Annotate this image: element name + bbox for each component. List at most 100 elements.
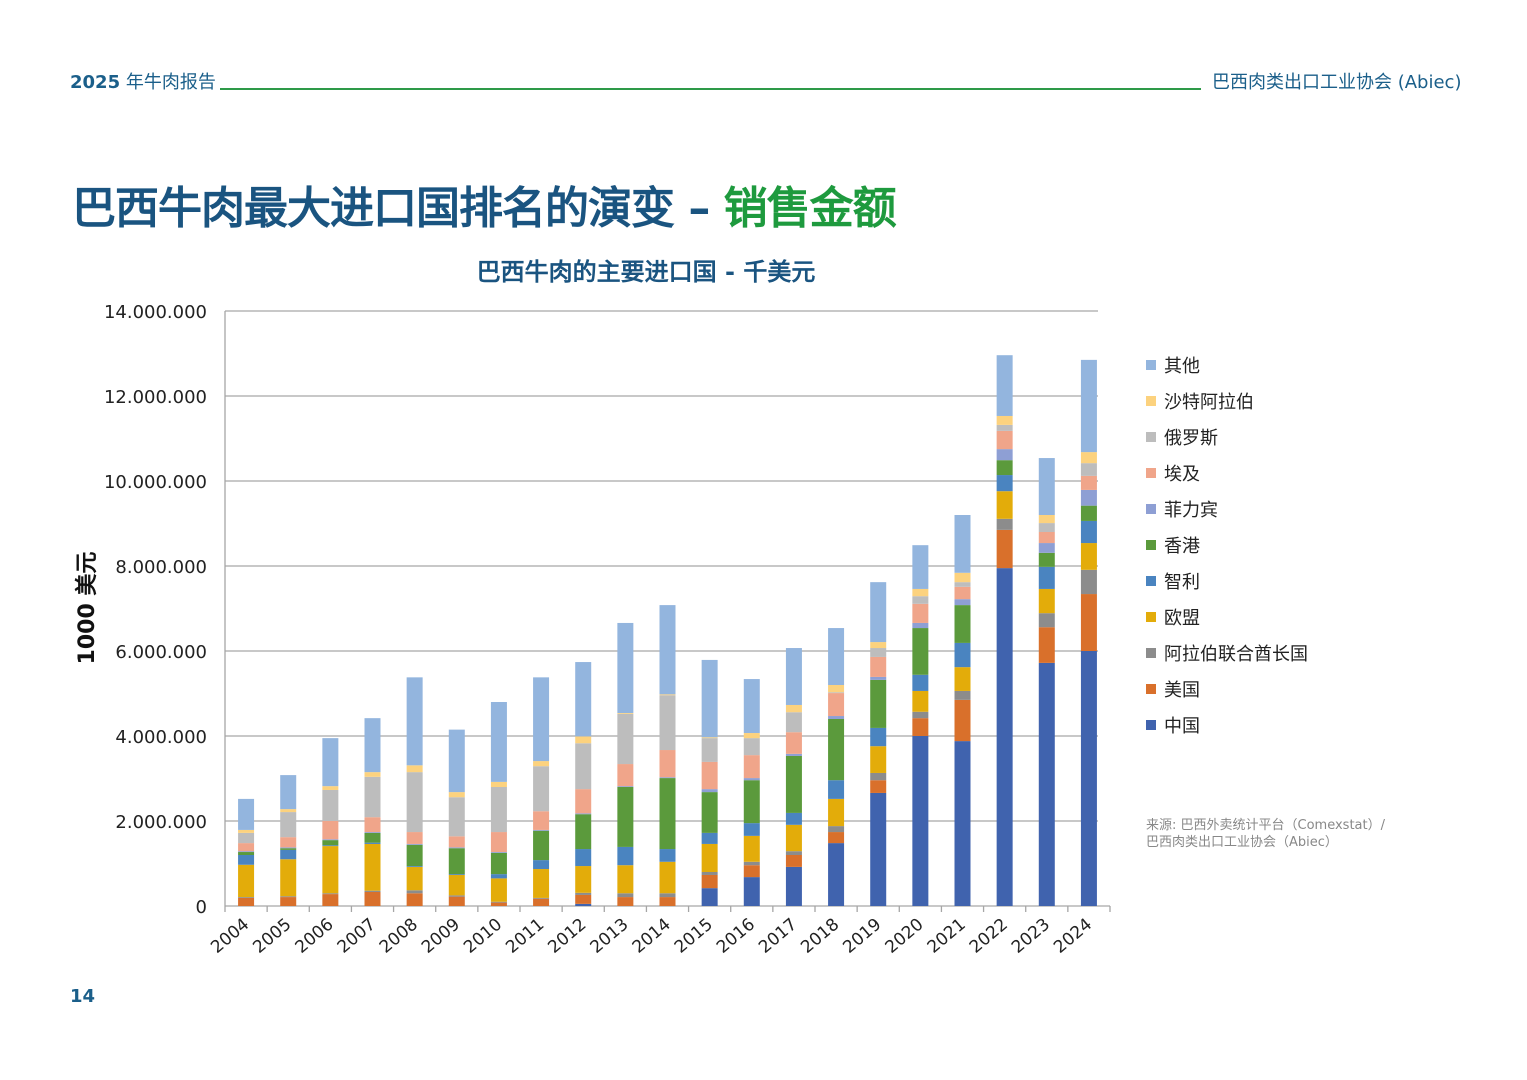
report-header: 2025 年牛肉报告 (70, 68, 216, 94)
y-tick-label: 12.000.000 (104, 387, 207, 408)
y-tick-label: 6.000.000 (115, 642, 207, 663)
bar-segment (280, 812, 297, 838)
bar-segment (1038, 515, 1055, 524)
x-tick-label: 2014 (629, 915, 675, 958)
legend-item: 美国 (1146, 679, 1200, 701)
bar-segment (828, 843, 845, 906)
bar-segment (617, 897, 634, 906)
bar-segment (828, 685, 845, 693)
bar-segment (617, 713, 634, 714)
bar-segment (533, 677, 550, 762)
bar-segment (1080, 489, 1097, 506)
bar-segment (617, 787, 634, 847)
bar-segment (617, 865, 634, 894)
bar-segment (280, 896, 297, 898)
bar-segment (743, 778, 760, 781)
bar-segment (490, 852, 507, 875)
bar-segment (785, 704, 802, 713)
bar-segment (364, 891, 381, 906)
bar-segment (1080, 505, 1097, 521)
bar-segment (406, 890, 423, 894)
bar-segment (785, 753, 802, 756)
bar-segment (617, 786, 634, 787)
bar-segment (575, 814, 592, 850)
bar-segment (575, 662, 592, 737)
x-tick-label: 2022 (966, 915, 1012, 958)
bar-segment (954, 667, 971, 691)
bar-segment (448, 847, 465, 849)
x-tick-label: 2010 (460, 915, 506, 958)
bar-segment (659, 849, 676, 862)
bar-segment (996, 491, 1013, 519)
bar-segment (575, 892, 592, 895)
y-tick-label: 8.000.000 (115, 557, 207, 578)
bar-segment (533, 766, 550, 812)
bar-segment (448, 836, 465, 848)
y-tick-label: 4.000.000 (115, 727, 207, 748)
bar-segment (238, 843, 255, 852)
bar-segment (364, 890, 381, 892)
bar-segment (785, 855, 802, 867)
bar-segment (533, 897, 550, 899)
bar-segment (238, 798, 255, 830)
bar-segment (870, 792, 887, 906)
bar-segment (870, 780, 887, 793)
bar-segment (701, 843, 718, 872)
bar-segment (490, 901, 507, 903)
bar-segment (996, 415, 1013, 425)
bar-segment (828, 692, 845, 694)
bar-segment (912, 674, 929, 691)
bar-segment (1080, 651, 1097, 906)
report-title: 年牛肉报告 (125, 72, 216, 93)
bar-segment (448, 797, 465, 837)
bar-segment (954, 741, 971, 906)
bar-segment (533, 829, 550, 831)
bar-segment (659, 695, 676, 751)
bar-segment (870, 746, 887, 773)
bar-segment (238, 851, 255, 853)
bar-segment (912, 718, 929, 736)
x-tick-label: 2024 (1050, 915, 1096, 958)
bar-segment (575, 743, 592, 790)
bar-segment (828, 832, 845, 844)
bar-segment (575, 789, 592, 814)
bar-segment (533, 761, 550, 767)
bar-segment (870, 656, 887, 677)
bar-segment (617, 893, 634, 898)
legend-item: 埃及 (1146, 463, 1200, 485)
bar-segment (954, 699, 971, 742)
legend-label: 沙特阿拉伯 (1164, 392, 1254, 413)
bar-segment (870, 676, 887, 680)
bar-segment (954, 572, 971, 583)
bar-segment (870, 648, 887, 657)
bar-segment (996, 449, 1013, 461)
bar-segment (490, 702, 507, 782)
bar-segment (406, 765, 423, 773)
bar-segment (617, 713, 634, 765)
bar-segment (743, 865, 760, 878)
bar-segment (1038, 613, 1055, 628)
bar-segment (912, 588, 929, 597)
bar-segment (238, 832, 255, 844)
y-tick-label: 2.000.000 (115, 812, 207, 833)
bar-segment (1038, 552, 1055, 567)
x-tick-label: 2019 (839, 915, 885, 958)
bar-segment (448, 874, 465, 875)
legend-swatch (1146, 396, 1156, 406)
x-tick-label: 2023 (1008, 915, 1054, 958)
bar-segment (533, 830, 550, 861)
source-line-2: 巴西肉类出口工业协会（Abiec） (1146, 835, 1338, 850)
bar-segment (1038, 566, 1055, 589)
bar-segment (448, 896, 465, 906)
chart-title: 巴西牛肉的主要进口国 - 千美元 (476, 258, 816, 286)
x-tick-label: 2015 (671, 915, 717, 958)
bar-segment (954, 586, 971, 600)
bar-segment (238, 897, 255, 906)
x-tick-label: 2013 (587, 915, 633, 958)
bar-segment (1038, 627, 1055, 663)
bar-segment (322, 840, 339, 846)
y-tick-label: 0 (196, 897, 207, 918)
bar-segment (1080, 359, 1097, 453)
x-tick-label: 2012 (544, 915, 590, 958)
bar-segment (406, 832, 423, 844)
